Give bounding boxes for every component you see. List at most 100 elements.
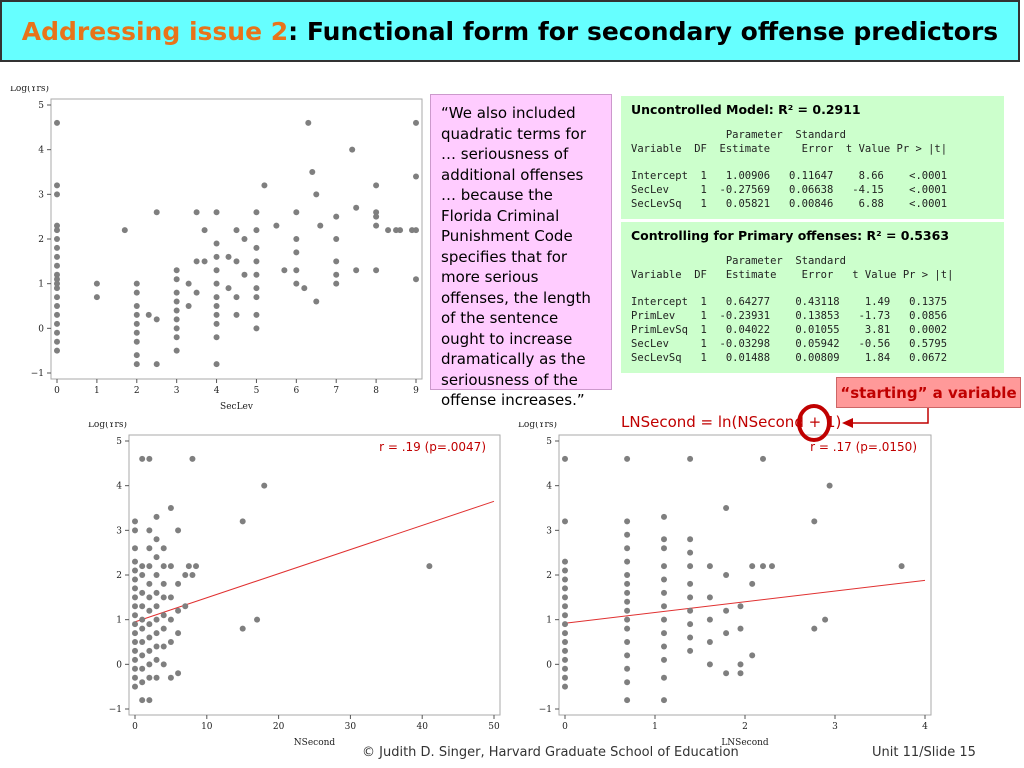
chart-2-data-point <box>562 567 568 574</box>
chart-1-data-point <box>146 647 153 654</box>
chart-1-data-point <box>132 630 138 637</box>
chart-2-data-point <box>723 607 730 614</box>
chart-2-x-axis-label: LNSecond <box>721 738 769 748</box>
chart-1-data-point <box>132 639 138 645</box>
chart-1-data-point <box>175 630 182 637</box>
chart-2-data-point <box>898 563 905 570</box>
chart-2-data-point <box>624 652 631 659</box>
chart-0-x-tick-label: 2 <box>134 386 140 396</box>
chart-0-data-point <box>121 227 128 234</box>
chart-1-data-point <box>153 603 160 610</box>
chart-1-data-point <box>139 603 146 610</box>
chart-0-data-point <box>373 209 380 216</box>
chart-1-data-point <box>182 572 189 578</box>
chart-2-data-point <box>826 482 833 489</box>
chart-0-data-point <box>54 271 60 278</box>
chart-2-data-point <box>624 639 631 645</box>
chart-0-x-tick-label: 9 <box>413 386 419 396</box>
chart-0-data-point <box>253 244 260 251</box>
chart-1-data-point <box>185 563 192 570</box>
chart-1-x-axis-label: NSecond <box>294 738 336 748</box>
slide-title-accent: Addressing issue 2 <box>21 16 289 46</box>
chart-1-data-point <box>146 607 153 614</box>
chart-1-data-point <box>153 513 160 520</box>
chart-1-data-point <box>132 558 138 565</box>
chart-0-data-point <box>253 209 260 216</box>
chart-1-data-point <box>426 563 433 570</box>
chart-2-data-point <box>562 612 568 619</box>
chart-0-data-point <box>153 361 160 368</box>
chart-2-data-point <box>737 625 744 632</box>
chart-0-data-point <box>213 209 220 216</box>
chart-0-data-point <box>93 294 100 301</box>
chart-1-data-point <box>146 545 153 552</box>
chart-0-x-tick-label: 3 <box>174 386 180 396</box>
chart-2-data-point <box>769 563 775 570</box>
chart-0-data-point <box>353 204 360 211</box>
slide-title: Addressing issue 2: Functional form for … <box>22 17 998 46</box>
uncontrolled-model-title: Uncontrolled Model: R² = 0.2911 <box>631 102 861 117</box>
chart-0-y-tick-label: 1 <box>38 280 44 290</box>
chart-2-data-point <box>661 545 667 552</box>
chart-0-x-tick-label: 1 <box>94 386 100 396</box>
chart-2-data-point <box>661 656 667 663</box>
chart-1-data-point <box>153 630 160 637</box>
chart-0-data-point <box>133 320 140 327</box>
chart-0-data-point <box>173 267 180 274</box>
chart-2-y-tick-label: −1 <box>539 705 552 715</box>
chart-0-y-tick-label: 2 <box>38 235 44 245</box>
chart-2-fit-line <box>564 579 926 624</box>
chart-0-data-point <box>241 271 248 278</box>
chart-0-data-point <box>54 294 60 301</box>
chart-0-data-point <box>193 289 200 296</box>
chart-1-data-point <box>139 589 146 596</box>
chart-0-data-point <box>241 236 248 242</box>
chart-0-data-point <box>253 258 260 265</box>
chart-2-data-point <box>562 621 568 628</box>
chart-1-x-tick-label: 30 <box>345 722 357 732</box>
chart-1-data-point <box>139 697 146 704</box>
chart-2-data-point <box>624 607 631 614</box>
chart-0-data-point <box>385 227 392 234</box>
chart-1-data-point <box>139 616 146 623</box>
chart-0-x-tick-label: 6 <box>293 386 299 396</box>
chart-1-data-point <box>175 580 182 587</box>
chart-2-y-tick-label: 2 <box>546 571 552 581</box>
controlled-model-title: Controlling for Primary offenses: R² = 0… <box>631 228 950 243</box>
chart-1-data-point <box>146 594 153 601</box>
chart-0-data-point <box>213 253 220 260</box>
chart-0-data-point <box>54 244 60 251</box>
chart-0-data-point <box>413 227 419 234</box>
chart-2-data-point <box>562 656 568 663</box>
chart-2-data-point <box>624 679 631 686</box>
chart-2-data-point <box>661 630 667 637</box>
chart-1-x-tick-label: 10 <box>201 722 213 732</box>
chart-1-x-tick-label: 40 <box>416 722 428 732</box>
callout-connector <box>852 408 929 424</box>
chart-0-data-point <box>309 169 316 175</box>
chart-0-data-point <box>201 227 208 234</box>
chart-2-data-point <box>562 594 568 601</box>
chart-1-data-point <box>146 674 153 681</box>
chart-1-data-point <box>261 482 268 489</box>
chart-2-data-point <box>624 518 631 525</box>
chart-2-data-point <box>562 630 568 637</box>
chart-0-data-point <box>213 267 220 274</box>
chart-2-data-point <box>661 589 667 596</box>
chart-0-data-point <box>253 294 260 301</box>
chart-1-x-tick-label: 20 <box>273 722 285 732</box>
chart-0-data-point <box>293 236 300 242</box>
chart-0-y-axis-label: Log(Yrs) <box>10 86 49 94</box>
chart-1-data-point <box>153 536 160 543</box>
chart-0-data-point <box>213 334 220 341</box>
chart-1-data-point <box>132 603 138 610</box>
chart-1-data-point <box>153 616 160 623</box>
chart-2-data-point <box>687 549 694 556</box>
chart-1-data-point <box>132 621 138 628</box>
chart-0-data-point <box>233 258 240 265</box>
chart-2-x-tick-label: 3 <box>832 722 838 732</box>
chart-2-data-point <box>562 558 568 565</box>
chart-2-data-point <box>624 531 631 538</box>
chart-0-data-point <box>301 285 308 292</box>
uncontrolled-model-table: Parameter Standard Variable DF Estimate … <box>631 129 948 210</box>
